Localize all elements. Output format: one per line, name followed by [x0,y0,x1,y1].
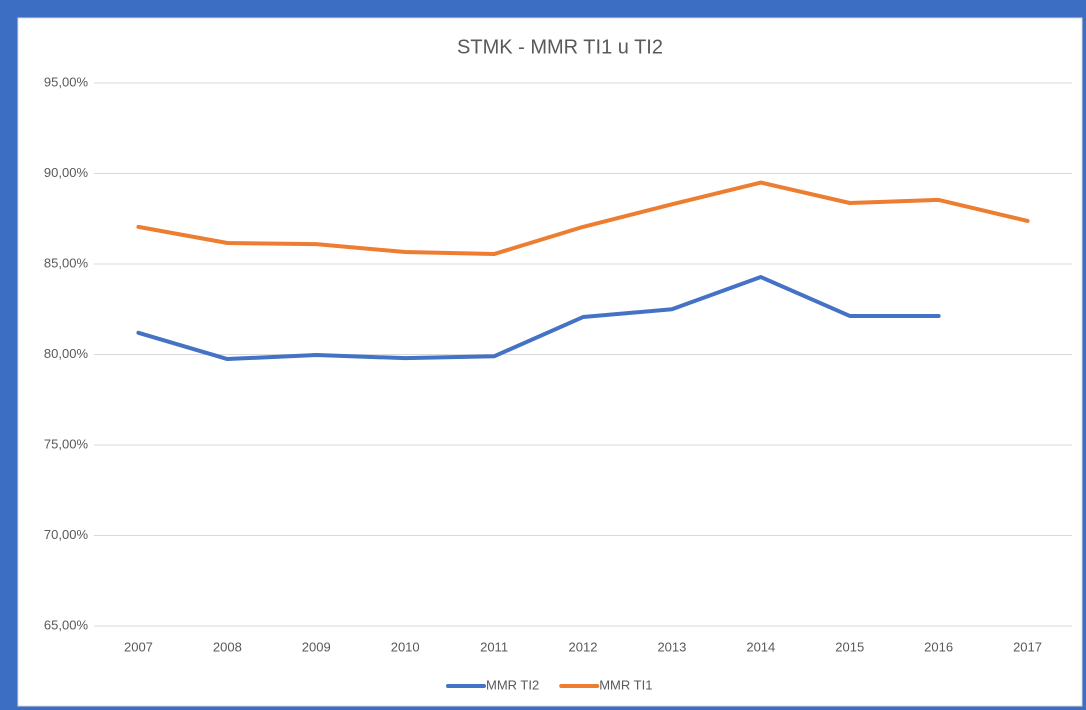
x-tick-label: 2013 [657,639,686,654]
x-tick-label: 2008 [213,639,242,654]
chart-title: STMK - MMR TI1 u TI2 [457,36,663,58]
y-tick-label: 65,00% [44,617,89,632]
y-tick-label: 85,00% [44,255,89,270]
x-tick-label: 2015 [835,639,864,654]
series-line [136,180,1030,257]
y-tick-label: 90,00% [44,165,89,180]
y-tick-label: 70,00% [44,527,89,542]
x-tick-label: 2011 [480,639,508,654]
x-tick-label: 2017 [1013,639,1042,654]
y-tick-label: 95,00% [44,74,89,89]
x-tick-label: 2012 [569,639,598,654]
x-tick-label: 2007 [124,639,153,654]
y-tick-label: 75,00% [44,436,89,451]
series-line [136,275,941,362]
x-tick-label: 2010 [391,639,420,654]
x-tick-label: 2014 [746,639,775,654]
x-tick-label: 2016 [924,639,953,654]
x-tick-label: 2009 [302,639,331,654]
legend-label: MMR TI2 [486,677,539,692]
chart-area [17,17,1083,707]
legend-label: MMR TI1 [599,677,652,692]
y-tick-label: 80,00% [44,346,89,361]
